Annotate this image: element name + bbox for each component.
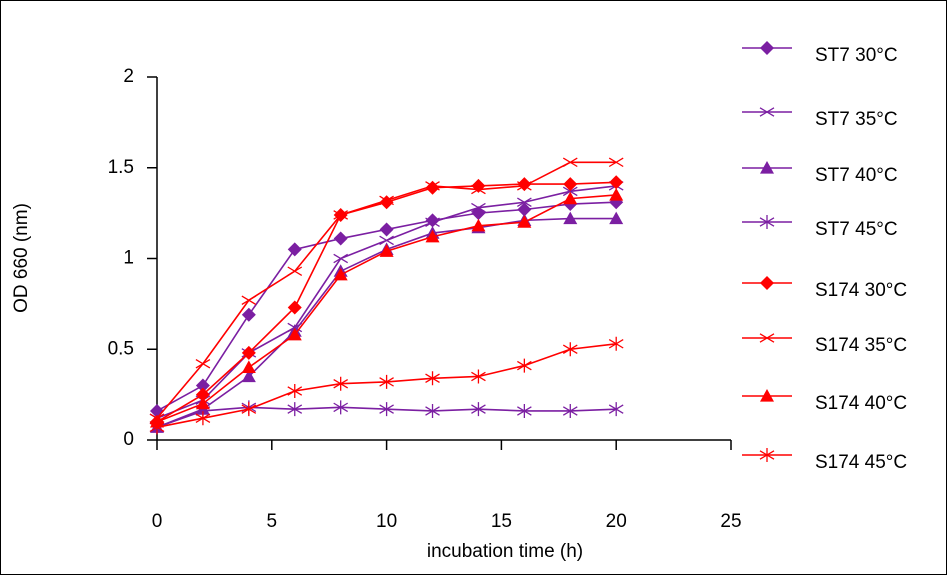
- marker: [563, 211, 578, 225]
- y-axis-label: OD 660 (nm): [11, 203, 32, 313]
- marker: [563, 177, 578, 192]
- legend-label: ST7 40°C: [815, 165, 898, 186]
- marker: [241, 295, 257, 306]
- x-axis-label: incubation time (h): [427, 541, 583, 562]
- marker: [608, 402, 624, 417]
- marker: [195, 378, 210, 393]
- x-tick-label: 5: [267, 511, 278, 532]
- legend-marker: [760, 276, 774, 290]
- legend-label: S174 40°C: [815, 393, 907, 414]
- legend-label: ST7 45°C: [815, 219, 898, 240]
- marker: [379, 402, 394, 417]
- legend-label: ST7 35°C: [815, 109, 898, 130]
- marker: [562, 342, 578, 357]
- marker: [149, 420, 165, 435]
- marker: [471, 369, 486, 384]
- legend-label: S174 35°C: [815, 335, 907, 356]
- y-tick-label: 1: [123, 248, 134, 269]
- x-tick-label: 0: [152, 511, 163, 532]
- marker: [379, 244, 394, 257]
- marker: [471, 218, 486, 232]
- y-tick-label: 0: [123, 429, 134, 450]
- marker: [471, 402, 486, 417]
- marker: [287, 402, 303, 417]
- marker: [333, 267, 348, 281]
- marker: [517, 202, 532, 217]
- marker: [517, 197, 532, 207]
- marker: [425, 403, 440, 418]
- marker: [241, 402, 257, 417]
- legend-marker: [760, 41, 774, 55]
- x-tick-label: 10: [376, 511, 397, 532]
- marker: [562, 403, 578, 418]
- marker: [195, 387, 210, 402]
- marker: [425, 371, 440, 386]
- y-tick-label: 2: [123, 66, 134, 87]
- marker: [562, 186, 578, 197]
- marker: [333, 376, 349, 391]
- marker: [241, 307, 256, 322]
- marker: [425, 217, 440, 227]
- marker: [563, 191, 578, 205]
- legend-marker: [759, 333, 775, 343]
- marker: [241, 360, 256, 373]
- marker: [379, 374, 394, 389]
- marker: [241, 345, 256, 360]
- marker: [425, 229, 440, 243]
- marker: [609, 211, 624, 225]
- marker: [287, 242, 302, 257]
- y-tick-label: 1.5: [108, 157, 134, 178]
- marker: [333, 210, 349, 220]
- y-tick-label: 0.5: [108, 338, 134, 359]
- marker: [471, 202, 486, 213]
- legend-marker: [760, 161, 774, 174]
- marker: [517, 403, 532, 418]
- marker: [379, 235, 394, 246]
- marker: [379, 195, 394, 206]
- legend-marker: [759, 215, 775, 229]
- marker: [333, 231, 348, 246]
- marker: [333, 400, 349, 415]
- marker: [287, 327, 302, 341]
- marker: [195, 411, 211, 426]
- legend-label: ST7 30°C: [815, 45, 898, 66]
- x-tick-label: 15: [491, 511, 512, 532]
- x-tick-label: 25: [720, 511, 741, 532]
- marker: [609, 187, 624, 201]
- x-tick-label: 20: [606, 511, 627, 532]
- marker: [471, 184, 486, 195]
- marker: [195, 396, 210, 410]
- legend-marker: [760, 389, 774, 402]
- legend-label: S174 30°C: [815, 280, 907, 301]
- marker: [517, 181, 532, 191]
- legend-label: S174 45°C: [815, 452, 907, 473]
- legend-marker: [759, 448, 775, 462]
- marker: [517, 215, 532, 228]
- marker: [195, 359, 211, 369]
- marker: [241, 369, 256, 383]
- marker: [287, 266, 303, 276]
- marker: [609, 175, 624, 190]
- marker: [608, 157, 624, 168]
- marker: [517, 358, 532, 373]
- marker: [562, 157, 578, 168]
- marker: [287, 300, 302, 315]
- marker: [425, 181, 440, 191]
- marker: [608, 336, 624, 351]
- marker: [333, 253, 349, 264]
- marker: [379, 222, 394, 237]
- marker: [287, 383, 303, 398]
- legend-marker: [759, 107, 775, 117]
